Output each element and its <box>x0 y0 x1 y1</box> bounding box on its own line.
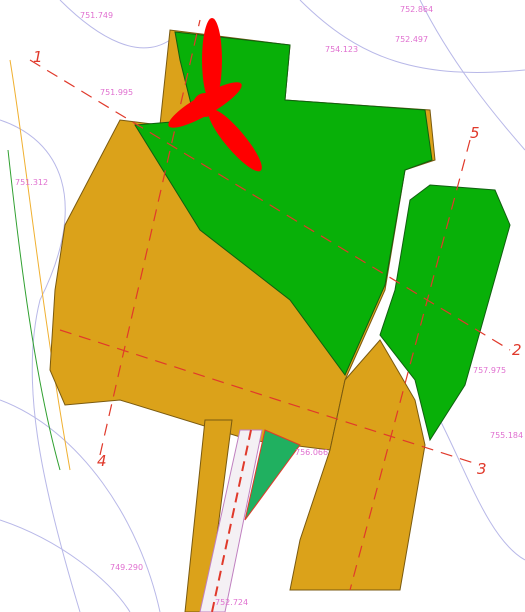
fill-area <box>289 339 426 591</box>
blade <box>208 108 262 172</box>
elevation: 754.123 <box>325 45 358 54</box>
elevation: 749.290 <box>110 563 143 572</box>
hub <box>193 93 217 117</box>
elevation: 751.312 <box>15 178 48 187</box>
elevation: 752.864 <box>400 5 433 14</box>
contour-line <box>0 519 131 612</box>
road <box>199 429 263 612</box>
axis-label: 4 <box>97 452 107 470</box>
road-embankment <box>184 419 233 612</box>
axis-label: 3 <box>477 460 487 478</box>
axis-label: 1 <box>33 48 43 66</box>
section-line <box>59 329 481 466</box>
wind-marker <box>168 18 262 172</box>
elevation: 756.066 <box>295 448 328 457</box>
section-line <box>99 19 201 456</box>
section-line <box>29 59 511 351</box>
contour-line <box>59 0 171 49</box>
axis-label: 5 <box>470 124 480 142</box>
elevation: 751.749 <box>80 11 113 20</box>
section-line <box>349 139 471 591</box>
blade <box>202 18 222 102</box>
elevation: 751.995 <box>100 88 133 97</box>
boundary-line <box>9 59 71 471</box>
elevation: 757.975 <box>473 366 506 375</box>
elevation: 755.184 <box>490 431 523 440</box>
contour-line <box>299 0 525 73</box>
cut-area <box>379 184 511 442</box>
section-lines <box>29 19 511 591</box>
contour-line <box>419 0 525 151</box>
elevation: 752.724 <box>215 598 248 607</box>
boundary-line <box>7 149 61 471</box>
contour-line <box>439 419 525 561</box>
elevation: 752.497 <box>395 35 428 44</box>
slope-triangle <box>244 429 301 521</box>
contour-line <box>0 119 81 612</box>
contour-line <box>0 399 161 612</box>
axis-label: 2 <box>512 341 522 359</box>
